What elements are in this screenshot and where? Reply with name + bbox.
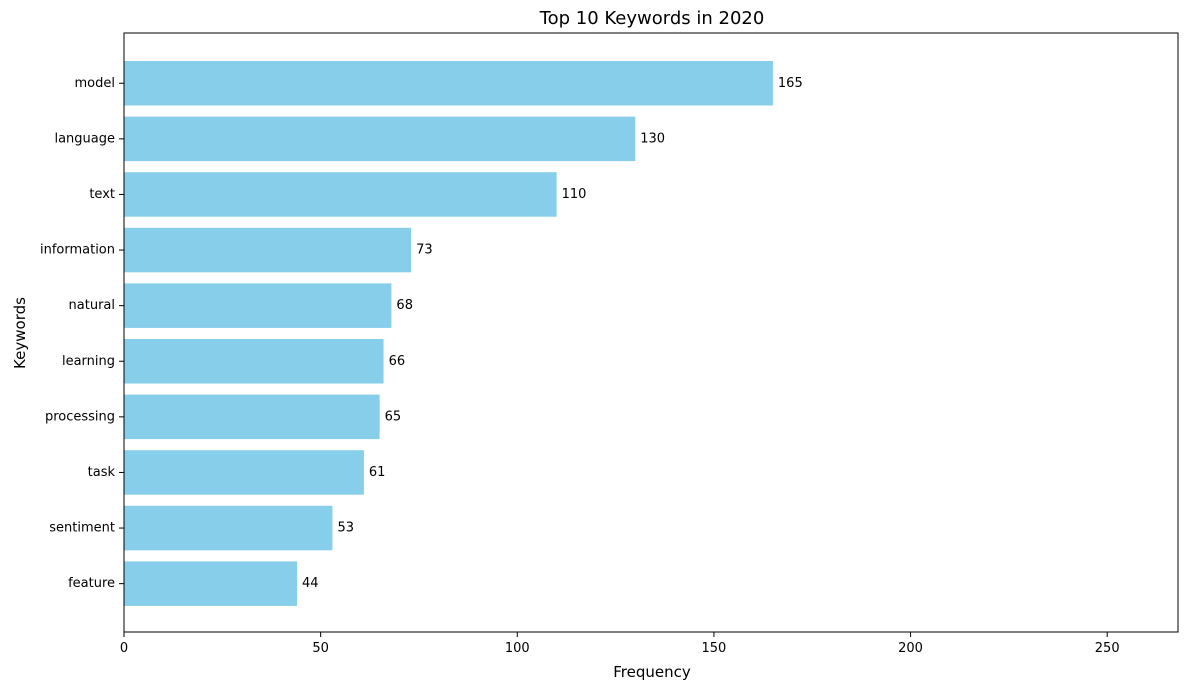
x-tick-label-100: 100 — [505, 641, 530, 656]
bar-language — [124, 116, 636, 162]
y-tick-label-natural: natural — [69, 298, 115, 313]
x-axis: 0 50 100 150 200 250 — [120, 632, 1120, 656]
y-tick-label-language: language — [54, 131, 115, 146]
plot-frame — [123, 32, 1179, 633]
x-tick-label-250: 250 — [1095, 641, 1120, 656]
bar-learning — [124, 339, 384, 384]
chart-title: Top 10 Keywords in 2020 — [539, 8, 765, 29]
x-tick-label-150: 150 — [702, 641, 727, 656]
bar-processing — [124, 394, 380, 440]
x-tick-label-50: 50 — [312, 641, 329, 656]
data-label-natural: 68 — [396, 298, 413, 313]
bar-natural — [124, 283, 392, 328]
y-tick-label-feature: feature — [68, 576, 115, 591]
y-tick-label-sentiment: sentiment — [49, 521, 115, 536]
data-label-processing: 65 — [385, 409, 402, 424]
data-label-learning: 66 — [389, 354, 406, 369]
data-label-task: 61 — [369, 465, 386, 480]
data-label-text: 110 — [562, 187, 587, 202]
bar-feature — [124, 561, 298, 606]
data-label-sentiment: 53 — [337, 521, 354, 536]
plot-area: 165 130 110 73 68 66 65 61 53 44 — [124, 61, 803, 606]
data-label-information: 73 — [416, 243, 433, 258]
y-tick-label-model: model — [75, 76, 115, 91]
data-label-model: 165 — [778, 76, 803, 91]
y-axis-label: Keywords — [11, 297, 29, 369]
y-tick-label-learning: learning — [62, 354, 115, 369]
bar-information — [124, 227, 412, 273]
y-tick-label-information: information — [40, 243, 115, 258]
y-tick-label-processing: processing — [45, 409, 115, 424]
x-axis-label: Frequency — [613, 663, 691, 681]
bar-task — [124, 450, 364, 495]
x-tick-label-0: 0 — [120, 641, 128, 656]
y-tick-label-text: text — [89, 187, 115, 202]
bar-model — [124, 61, 773, 106]
data-label-language: 130 — [640, 131, 665, 146]
y-axis: model language text information natural learn… — [40, 76, 124, 591]
bar-text — [124, 172, 557, 217]
bar-sentiment — [124, 505, 333, 551]
y-tick-label-task: task — [88, 465, 116, 480]
x-tick-label-200: 200 — [898, 641, 923, 656]
data-label-feature: 44 — [302, 576, 319, 591]
